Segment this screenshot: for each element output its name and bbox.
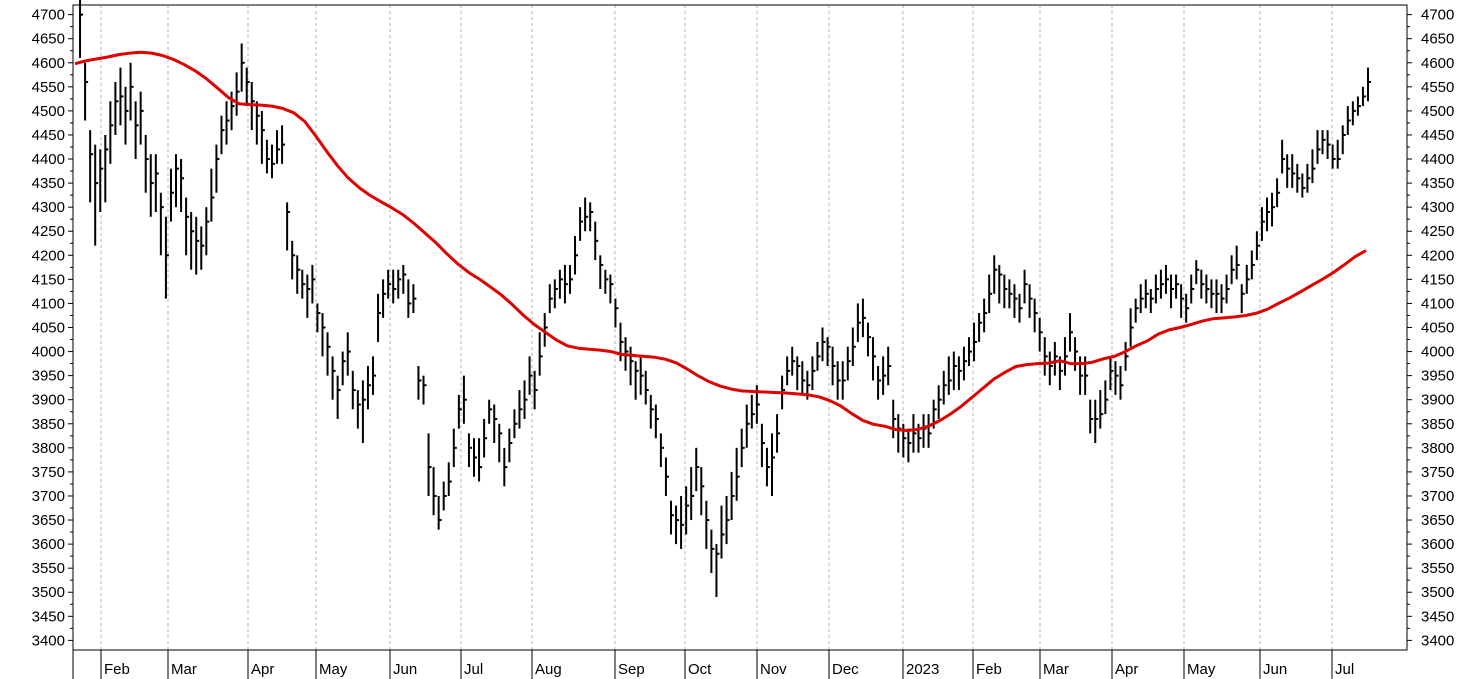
x-tick-label: Nov bbox=[760, 661, 787, 678]
y-tick-label-left: 4650 bbox=[32, 31, 65, 48]
x-tick-label: Mar bbox=[171, 661, 197, 678]
x-tick-label: Mar bbox=[1043, 661, 1069, 678]
y-tick-label-right: 3800 bbox=[1421, 440, 1454, 457]
y-tick-label-right: 4300 bbox=[1421, 199, 1454, 216]
y-tick-label-right: 3850 bbox=[1421, 416, 1454, 433]
x-tick-label: Aug bbox=[535, 661, 562, 678]
y-tick-label-right: 3600 bbox=[1421, 536, 1454, 553]
x-tick-label: Jun bbox=[393, 661, 417, 678]
x-tick-label: Apr bbox=[1115, 661, 1138, 678]
y-tick-label-left: 3500 bbox=[32, 584, 65, 601]
y-tick-label-left: 3650 bbox=[32, 512, 65, 529]
y-tick-label-left: 3400 bbox=[32, 632, 65, 649]
x-tick-label: Jul bbox=[464, 661, 483, 678]
x-tick-label: Jul bbox=[1335, 661, 1354, 678]
y-tick-label-right: 3650 bbox=[1421, 512, 1454, 529]
y-tick-label-right: 3450 bbox=[1421, 608, 1454, 625]
y-tick-label-left: 4100 bbox=[32, 295, 65, 312]
y-tick-label-right: 3500 bbox=[1421, 584, 1454, 601]
x-tick-label: Feb bbox=[104, 661, 130, 678]
y-tick-label-left: 4550 bbox=[32, 79, 65, 96]
y-tick-label-right: 4350 bbox=[1421, 175, 1454, 192]
y-tick-label-left: 3900 bbox=[32, 392, 65, 409]
y-tick-label-right: 3950 bbox=[1421, 368, 1454, 385]
y-tick-label-right: 3750 bbox=[1421, 464, 1454, 481]
y-tick-label-left: 4150 bbox=[32, 271, 65, 288]
y-tick-label-left: 4700 bbox=[32, 7, 65, 24]
x-tick-label: May bbox=[1187, 661, 1216, 678]
y-tick-label-left: 3850 bbox=[32, 416, 65, 433]
y-tick-label-left: 4500 bbox=[32, 103, 65, 120]
y-tick-label-right: 4400 bbox=[1421, 151, 1454, 168]
y-tick-label-right: 4700 bbox=[1421, 7, 1454, 24]
x-tick-label: Feb bbox=[976, 661, 1002, 678]
moving-average-line bbox=[74, 50, 1367, 432]
y-tick-label-left: 3450 bbox=[32, 608, 65, 625]
x-tick-label: Oct bbox=[688, 661, 712, 678]
y-tick-label-right: 4500 bbox=[1421, 103, 1454, 120]
y-tick-label-right: 3700 bbox=[1421, 488, 1454, 505]
y-tick-label-left: 3600 bbox=[32, 536, 65, 553]
y-tick-label-right: 4550 bbox=[1421, 79, 1454, 96]
y-tick-label-right: 4150 bbox=[1421, 271, 1454, 288]
y-tick-label-left: 3800 bbox=[32, 440, 65, 457]
x-tick-label: Dec bbox=[832, 661, 859, 678]
y-tick-label-left: 4050 bbox=[32, 320, 65, 337]
y-tick-label-right: 4050 bbox=[1421, 320, 1454, 337]
y-tick-label-right: 4200 bbox=[1421, 247, 1454, 264]
y-tick-label-left: 4000 bbox=[32, 344, 65, 361]
y-tick-label-right: 4000 bbox=[1421, 344, 1454, 361]
y-tick-label-left: 4350 bbox=[32, 175, 65, 192]
price-series bbox=[79, 0, 1371, 598]
y-tick-label-right: 3400 bbox=[1421, 632, 1454, 649]
y-tick-label-left: 4600 bbox=[32, 55, 65, 72]
y-tick-label-left: 3950 bbox=[32, 368, 65, 385]
y-tick-label-left: 4300 bbox=[32, 199, 65, 216]
y-tick-label-right: 4600 bbox=[1421, 55, 1454, 72]
y-tick-label-right: 4250 bbox=[1421, 223, 1454, 240]
y-tick-label-right: 3900 bbox=[1421, 392, 1454, 409]
y-tick-label-left: 3550 bbox=[32, 560, 65, 577]
y-tick-label-left: 4450 bbox=[32, 127, 65, 144]
y-tick-label-right: 4650 bbox=[1421, 31, 1454, 48]
plot-frame bbox=[72, 4, 1408, 651]
y-tick-label-left: 3750 bbox=[32, 464, 65, 481]
y-tick-label-left: 4400 bbox=[32, 151, 65, 168]
x-tick-label: Jun bbox=[1263, 661, 1287, 678]
x-tick-label: 2023 bbox=[906, 661, 939, 678]
y-tick-label-right: 4100 bbox=[1421, 295, 1454, 312]
axes: Feb Mar Apr May Jun Jul Aug Sep Oct Nov Dec 2023 Feb… bbox=[32, 4, 1454, 679]
y-tick-label-right: 4450 bbox=[1421, 127, 1454, 144]
x-tick-label: May bbox=[319, 661, 348, 678]
y-tick-label-left: 3700 bbox=[32, 488, 65, 505]
y-tick-label-right: 3550 bbox=[1421, 560, 1454, 577]
y-tick-label-left: 4200 bbox=[32, 247, 65, 264]
moving-average-series bbox=[74, 50, 1367, 432]
x-tick-label: Sep bbox=[618, 661, 645, 678]
x-tick-label: Apr bbox=[251, 661, 274, 678]
y-tick-label-left: 4250 bbox=[32, 223, 65, 240]
